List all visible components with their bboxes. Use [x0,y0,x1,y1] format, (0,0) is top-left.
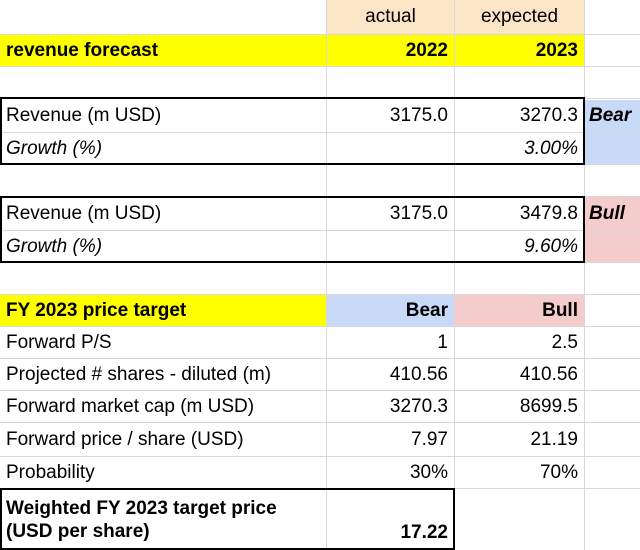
bull-growth-label[interactable]: Growth (%) [6,235,103,257]
forecast-label[interactable]: revenue forecast [0,35,326,66]
row-divider [0,294,640,295]
target-row-label[interactable]: Forward P/S [6,331,112,353]
target-row-bull[interactable]: 21.19 [530,428,578,450]
row-divider [0,326,640,327]
target-row-bull[interactable]: 70% [539,461,578,483]
target-bear-header[interactable]: Bear [327,295,454,326]
target-row-bear[interactable]: 7.97 [411,428,448,450]
forecast-year-expected[interactable]: 2023 [455,35,584,66]
target-row-label[interactable]: Projected # shares - diluted (m) [6,363,272,385]
row-divider [0,132,640,133]
bull-tag-fill [585,231,640,262]
column-divider [454,0,455,550]
bear-revenue-expected[interactable]: 3270.3 [519,105,578,126]
row-divider [0,34,640,35]
row-divider [0,164,640,165]
column-divider [584,0,585,550]
row-divider [0,422,640,423]
forecast-year-actual[interactable]: 2022 [327,35,454,66]
target-row-bear[interactable]: 410.56 [389,363,448,385]
bull-revenue-label[interactable]: Revenue (m USD) [6,202,162,224]
bear-tag[interactable]: Bear [585,100,640,132]
header-actual[interactable]: actual [327,0,454,34]
target-row-label[interactable]: Forward price / share (USD) [6,428,244,450]
target-bull-header[interactable]: Bull [455,295,584,326]
target-row-bear[interactable]: 1 [437,331,448,353]
row-divider [0,390,640,391]
row-divider [0,66,640,67]
bear-revenue-label[interactable]: Revenue (m USD) [6,105,162,126]
header-expected[interactable]: expected [455,0,584,34]
target-row-label[interactable]: Forward market cap (m USD) [6,395,255,417]
target-row-bull[interactable]: 410.56 [519,363,578,385]
target-row-bear[interactable]: 30% [409,461,448,483]
row-divider [0,358,640,359]
weighted-label[interactable]: Weighted FY 2023 target price (USD per s… [0,489,326,550]
bear-growth-expected[interactable]: 3.00% [524,137,578,159]
row-divider [0,98,640,99]
weighted-value[interactable]: 17.22 [327,489,454,550]
bear-growth-label[interactable]: Growth (%) [6,137,103,159]
bear-revenue-actual[interactable]: 3175.0 [389,105,448,126]
target-row-label[interactable]: Probability [6,461,95,483]
row-divider [0,230,640,231]
column-divider [326,0,327,550]
target-row-bear[interactable]: 3270.3 [389,395,448,417]
bull-revenue-actual[interactable]: 3175.0 [389,202,448,224]
target-row-bull[interactable]: 2.5 [551,331,578,353]
bull-revenue-expected[interactable]: 3479.8 [519,202,578,224]
bull-growth-expected[interactable]: 9.60% [524,235,578,257]
row-divider [0,456,640,457]
target-row-bull[interactable]: 8699.5 [519,395,578,417]
row-divider [0,262,640,263]
bull-tag[interactable]: Bull [585,197,640,230]
bear-tag-fill [585,133,640,164]
target-label[interactable]: FY 2023 price target [0,295,326,326]
